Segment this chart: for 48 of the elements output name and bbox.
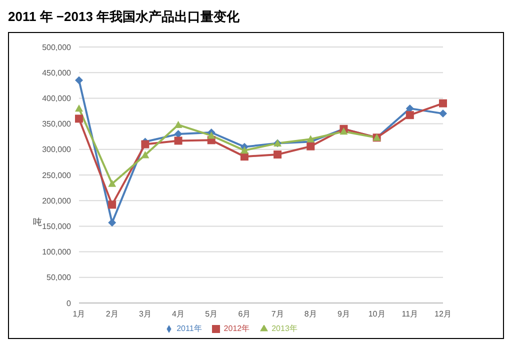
y-tick-label: 300,000	[42, 145, 72, 154]
point	[108, 218, 116, 227]
y-tick-label: 450,000	[42, 68, 72, 78]
x-tick-label: 5月	[205, 310, 218, 319]
point	[108, 180, 116, 187]
point	[207, 132, 216, 139]
point	[406, 104, 414, 112]
point	[141, 151, 150, 158]
x-tick-label: 8月	[304, 310, 317, 319]
x-tick-label: 2月	[106, 310, 118, 319]
chart-title: 2011 年 −2013 年我国水产品出口量变化	[8, 8, 241, 26]
y-tick-label: 500,000	[42, 42, 72, 52]
y-tick-label: 0	[66, 298, 72, 308]
x-tick-label: 4月	[172, 310, 184, 319]
y-tick-label: 200,000	[42, 196, 72, 206]
point	[306, 135, 315, 142]
x-tick-label: 9月	[338, 310, 350, 319]
point	[306, 142, 315, 150]
y-tick-label: 50,000	[46, 273, 72, 282]
point	[406, 111, 414, 120]
point	[75, 114, 83, 123]
legend-label: 2013年	[272, 324, 298, 333]
x-tick-label: 3月	[138, 310, 152, 319]
y-tick-label: 400,000	[42, 94, 72, 104]
x-tick-label: 6月	[238, 310, 251, 319]
point	[141, 140, 150, 148]
point	[439, 99, 447, 108]
point	[108, 200, 116, 209]
point	[340, 127, 348, 135]
x-tick-label: 7月	[271, 310, 284, 319]
y-tick-label: 150,000	[42, 222, 72, 232]
point	[75, 76, 83, 84]
point	[439, 110, 447, 118]
point	[174, 136, 182, 145]
y-tick-label: 100,000	[42, 248, 72, 257]
y-tick-label: 350,000	[42, 120, 72, 129]
point	[174, 120, 182, 128]
point	[75, 104, 83, 112]
x-tick-label: 10月	[368, 310, 386, 319]
y-axis-title: 吨	[33, 216, 42, 229]
x-tick-label: 11月	[402, 310, 418, 319]
point	[274, 150, 282, 159]
y-tick-label: 250,000	[42, 170, 72, 180]
x-tick-label: 12月	[434, 310, 452, 319]
legend-label: 2011年	[176, 324, 202, 333]
legend-label: 2012年	[224, 324, 250, 333]
x-tick-label: 1月	[72, 310, 86, 319]
point	[240, 146, 248, 154]
